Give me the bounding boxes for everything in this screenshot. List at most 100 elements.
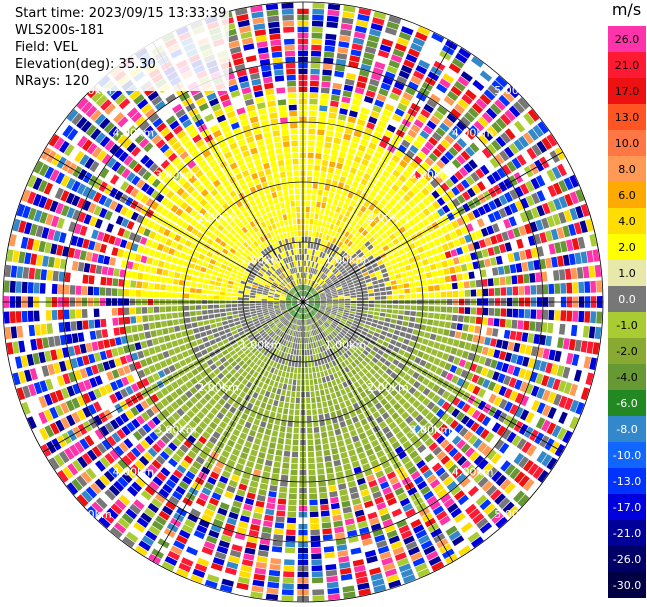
velocity-gate (341, 170, 349, 178)
velocity-gate (323, 190, 329, 197)
velocity-gate (434, 175, 444, 185)
velocity-gate (308, 303, 315, 305)
velocity-gate (343, 133, 352, 141)
velocity-gate (281, 468, 289, 475)
velocity-gate (330, 287, 336, 291)
velocity-gate (292, 355, 296, 361)
velocity-gate (294, 325, 298, 331)
velocity-gate (353, 320, 359, 325)
velocity-gate (344, 469, 353, 477)
velocity-gate (367, 34, 380, 43)
velocity-gate (286, 523, 296, 530)
velocity-gate (421, 279, 428, 286)
velocity-gate (365, 90, 376, 98)
velocity-gate (155, 321, 162, 329)
velocity-gate (305, 385, 310, 392)
velocity-gate (387, 355, 395, 363)
velocity-gate (219, 475, 229, 484)
velocity-gate (342, 216, 348, 223)
velocity-gate (247, 416, 255, 424)
velocity-gate (224, 464, 234, 473)
velocity-gate (356, 515, 367, 523)
velocity-gate (320, 306, 326, 309)
velocity-gate (361, 367, 369, 375)
velocity-gate (311, 336, 315, 343)
velocity-gate (449, 364, 458, 374)
velocity-gate (320, 226, 325, 233)
velocity-gate (370, 23, 383, 32)
velocity-gate (307, 295, 313, 299)
velocity-gate (317, 474, 326, 481)
velocity-gate (275, 375, 281, 382)
velocity-gate (373, 332, 380, 338)
velocity-gate (502, 501, 515, 514)
velocity-gate (309, 249, 313, 255)
velocity-gate (254, 463, 263, 471)
velocity-gate (364, 240, 371, 247)
velocity-gate (329, 325, 335, 331)
velocity-gate (506, 86, 519, 99)
velocity-gate (332, 297, 339, 300)
velocity-gate (475, 98, 488, 110)
velocity-gate (340, 208, 347, 216)
velocity-gate (500, 113, 512, 126)
velocity-gate (584, 311, 591, 323)
velocity-gate (235, 463, 244, 471)
velocity-gate (318, 365, 323, 372)
velocity-gate (271, 374, 277, 381)
velocity-gate (477, 476, 489, 488)
velocity-gate (322, 314, 328, 319)
velocity-gate (304, 284, 307, 291)
velocity-gate (51, 283, 58, 294)
velocity-gate (238, 383, 245, 391)
velocity-gate (251, 585, 264, 593)
velocity-gate (248, 529, 259, 538)
velocity-gate (289, 336, 293, 342)
velocity-gate (475, 494, 488, 506)
velocity-gate (196, 524, 208, 534)
velocity-gate (362, 248, 369, 255)
velocity-gate (385, 313, 392, 318)
velocity-gate (486, 143, 497, 155)
velocity-gate (265, 378, 271, 385)
velocity-gate (360, 391, 367, 399)
velocity-gate (316, 321, 321, 327)
velocity-gate (331, 322, 337, 327)
velocity-gate (564, 397, 574, 411)
velocity-gate (340, 494, 350, 502)
velocity-gate (501, 164, 512, 176)
velocity-gate (178, 529, 191, 539)
velocity-gate (507, 229, 515, 240)
velocity-gate (465, 223, 474, 233)
velocity-gate (319, 498, 329, 505)
velocity-gate (351, 276, 358, 281)
velocity-gate (306, 306, 311, 311)
velocity-gate (314, 165, 321, 171)
velocity-gate (226, 459, 236, 468)
velocity-gate (216, 481, 227, 490)
velocity-gate (316, 135, 324, 142)
velocity-gate (308, 279, 311, 285)
velocity-gate (418, 59, 431, 70)
velocity-gate (390, 319, 397, 324)
velocity-gate (456, 400, 466, 410)
velocity-gate (324, 289, 331, 293)
velocity-gate (326, 328, 332, 334)
velocity-gate (456, 455, 467, 466)
velocity-gate (399, 388, 407, 396)
velocity-gate (432, 505, 445, 516)
velocity-gate (336, 434, 343, 442)
velocity-gate (63, 309, 70, 320)
velocity-gate (444, 443, 454, 453)
velocity-gate (299, 343, 302, 350)
velocity-gate (410, 551, 423, 562)
velocity-gate (326, 424, 333, 431)
velocity-gate (57, 284, 64, 295)
velocity-gate (187, 513, 199, 523)
velocity-gate (311, 26, 323, 33)
velocity-gate (445, 283, 452, 290)
velocity-gate (334, 168, 342, 176)
velocity-gate (326, 349, 331, 356)
velocity-gate (237, 303, 244, 307)
velocity-gate (487, 317, 494, 326)
